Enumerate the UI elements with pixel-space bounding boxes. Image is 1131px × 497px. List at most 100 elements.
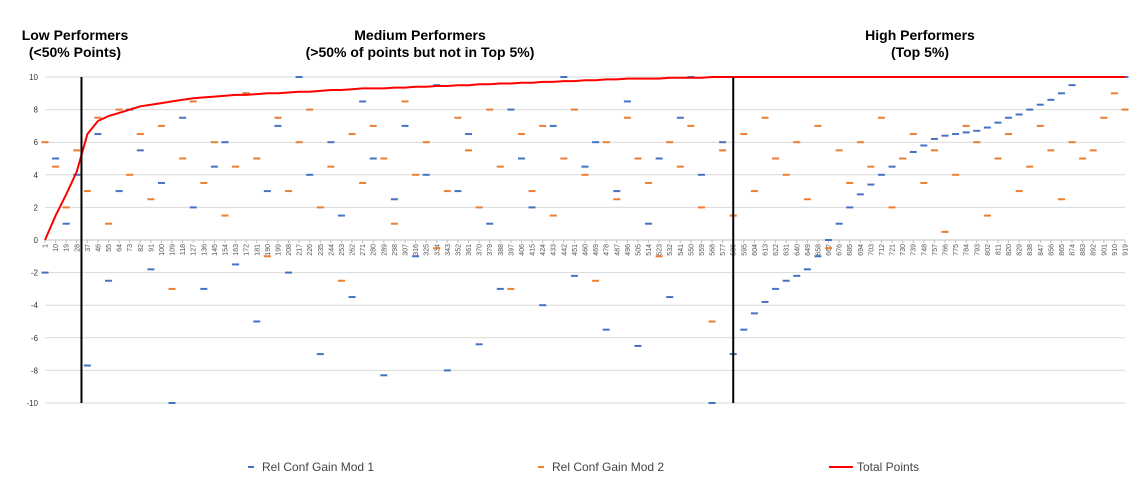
- x-tick-label: 307: [403, 244, 410, 256]
- x-tick-label: 388: [498, 244, 505, 256]
- x-tick-label: 208: [286, 244, 293, 256]
- x-tick-label: 658: [815, 244, 822, 256]
- x-tick-label: 523: [657, 244, 664, 256]
- x-tick-label: 667: [826, 244, 833, 256]
- x-tick-label: 631: [784, 244, 791, 256]
- x-tick-label: 793: [974, 244, 981, 256]
- y-tick-label: 0: [34, 236, 39, 245]
- x-tick-label: 487: [614, 244, 621, 256]
- x-tick-label: 505: [635, 244, 642, 256]
- x-tick-label: 496: [625, 244, 632, 256]
- x-tick-label: 19: [64, 244, 71, 252]
- x-tick-label: 910: [1112, 244, 1119, 256]
- x-tick-label: 892: [1091, 244, 1098, 256]
- x-tick-label: 424: [540, 244, 547, 256]
- x-tick-label: 694: [858, 244, 865, 256]
- x-tick-label: 325: [424, 244, 431, 256]
- x-tick-label: 73: [127, 244, 134, 252]
- x-tick-label: 406: [519, 244, 526, 256]
- x-tick-label: 649: [805, 244, 812, 256]
- x-tick-label: 730: [900, 244, 907, 256]
- y-tick-label: 10: [29, 73, 38, 82]
- x-tick-label: 199: [275, 244, 282, 256]
- x-tick-label: 370: [477, 244, 484, 256]
- x-tick-label: 748: [921, 244, 928, 256]
- x-tick-label: 343: [445, 244, 452, 256]
- x-tick-label: 154: [223, 244, 230, 256]
- x-tick-label: 568: [710, 244, 717, 256]
- section-subtitle: (>50% of points but not in Top 5%): [306, 44, 535, 60]
- y-tick-label: -4: [31, 301, 39, 310]
- x-tick-label: 361: [466, 244, 473, 256]
- x-tick-label: 532: [667, 244, 674, 256]
- x-tick-label: 244: [328, 244, 335, 256]
- x-tick-label: 64: [117, 244, 124, 252]
- x-tick-label: 613: [763, 244, 770, 256]
- x-tick-label: 316: [413, 244, 420, 256]
- section-subtitle: (<50% Points): [29, 44, 121, 60]
- x-tick-label: 235: [318, 244, 325, 256]
- section-title: Medium Performers: [354, 27, 486, 43]
- section-subtitle: (Top 5%): [891, 44, 949, 60]
- x-tick-label: 172: [244, 244, 251, 256]
- x-tick-label: 514: [646, 244, 653, 256]
- x-tick-label: 766: [943, 244, 950, 256]
- x-tick-label: 1: [43, 244, 50, 248]
- x-tick-label: 595: [741, 244, 748, 256]
- x-tick-label: 865: [1059, 244, 1066, 256]
- x-tick-label: 811: [995, 244, 1002, 255]
- x-tick-label: 352: [455, 244, 462, 256]
- x-tick-label: 397: [508, 244, 515, 256]
- x-tick-label: 703: [868, 244, 875, 256]
- x-tick-label: 712: [879, 244, 886, 256]
- y-tick-label: -6: [31, 334, 39, 343]
- x-tick-label: 280: [371, 244, 378, 256]
- x-tick-label: 271: [360, 244, 367, 256]
- x-tick-label: 883: [1080, 244, 1087, 256]
- x-tick-label: 442: [561, 244, 568, 256]
- x-tick-label: 181: [254, 244, 261, 256]
- x-tick-label: 46: [95, 244, 102, 252]
- x-tick-label: 334: [434, 244, 441, 256]
- y-tick-label: 8: [34, 106, 39, 115]
- x-tick-label: 82: [138, 244, 145, 252]
- x-tick-label: 550: [688, 244, 695, 256]
- y-tick-label: -10: [26, 399, 38, 408]
- x-tick-label: 541: [678, 244, 685, 256]
- x-tick-label: 253: [339, 244, 346, 256]
- x-tick-label: 721: [890, 244, 897, 256]
- y-tick-label: 4: [34, 171, 39, 180]
- x-tick-label: 415: [530, 244, 537, 256]
- x-tick-label: 622: [773, 244, 780, 256]
- x-tick-label: 451: [572, 244, 579, 256]
- x-tick-label: 847: [1038, 244, 1045, 256]
- section-title: High Performers: [865, 27, 975, 43]
- x-tick-label: 604: [752, 244, 759, 256]
- x-tick-label: 100: [159, 244, 166, 256]
- x-tick-label: 802: [985, 244, 992, 256]
- y-tick-label: 6: [34, 138, 39, 147]
- x-tick-label: 640: [794, 244, 801, 256]
- y-tick-label: -2: [31, 269, 39, 278]
- x-tick-label: 685: [847, 244, 854, 256]
- x-tick-label: 55: [106, 244, 113, 252]
- legend-label: Rel Conf Gain Mod 2: [552, 460, 664, 474]
- x-tick-label: 829: [1017, 244, 1024, 256]
- x-tick-label: 37: [85, 244, 92, 252]
- x-tick-label: 469: [593, 244, 600, 256]
- x-tick-label: 163: [233, 244, 240, 256]
- x-tick-label: 136: [201, 244, 208, 256]
- x-tick-label: 91: [148, 244, 155, 252]
- x-tick-label: 460: [583, 244, 590, 256]
- x-tick-label: 10: [53, 244, 60, 252]
- x-tick-label: 433: [551, 244, 558, 256]
- x-tick-label: 298: [392, 244, 399, 256]
- x-tick-label: 820: [1006, 244, 1013, 256]
- x-tick-label: 856: [1048, 244, 1055, 256]
- x-tick-label: 127: [191, 244, 198, 256]
- x-tick-label: 478: [604, 244, 611, 256]
- y-tick-label: -8: [31, 366, 39, 375]
- x-tick-label: 919: [1123, 244, 1130, 256]
- x-tick-label: 217: [297, 244, 304, 256]
